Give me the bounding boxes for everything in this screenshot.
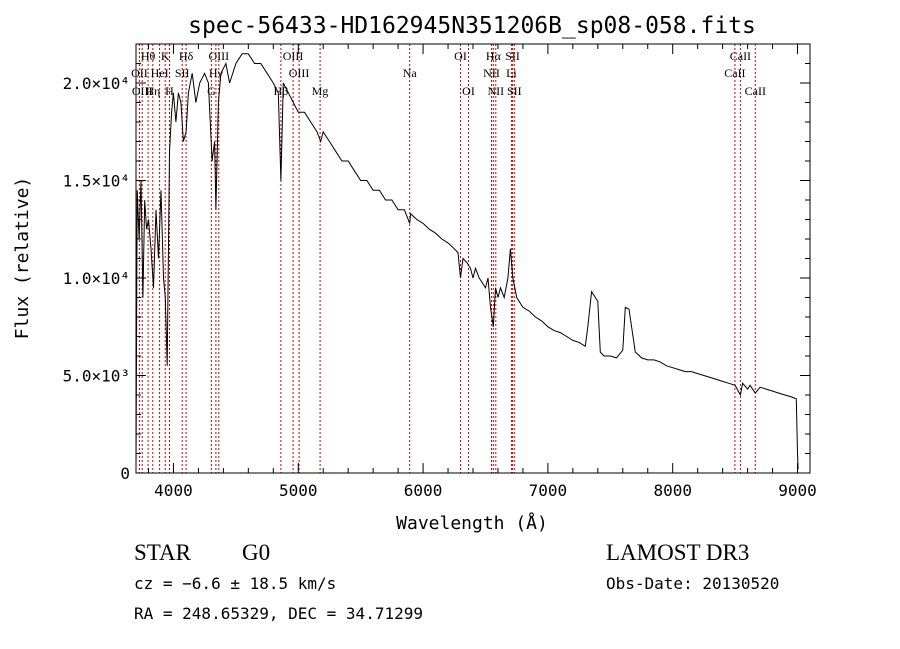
x-tick-label: 5000 xyxy=(279,481,318,500)
spectral-line-label: Li xyxy=(506,66,517,80)
object-class: STAR xyxy=(134,540,191,565)
spectral-line-label: K xyxy=(161,49,170,63)
x-tick-label: 6000 xyxy=(404,481,443,500)
x-tick-label: 7000 xyxy=(529,481,568,500)
spectral-line-label: SII xyxy=(507,84,522,98)
spectral-line-label: Hα xyxy=(486,49,502,63)
survey-name: LAMOST DR3 xyxy=(606,540,750,565)
spectral-line-label: OI xyxy=(462,84,475,98)
y-tick-label: 1.0×10⁴ xyxy=(63,269,130,288)
coordinates: RA = 248.65329, DEC = 34.71299 xyxy=(134,604,423,623)
spectral-line-label: Hγ xyxy=(209,66,224,80)
spectral-line-label: OI xyxy=(454,49,467,63)
spectral-line-label: Mg xyxy=(312,84,329,98)
spectral-line-label: OII xyxy=(131,66,148,80)
spectral-line-label: Hδ xyxy=(179,49,194,63)
spectral-line-label: OIII xyxy=(132,84,153,98)
spectrum-line xyxy=(135,53,799,470)
y-tick-label: 2.0×10⁴ xyxy=(63,74,130,93)
spectral-line-label: SII xyxy=(175,66,190,80)
y-tick-label: 0 xyxy=(120,464,130,483)
observation-date: Obs-Date: 20130520 xyxy=(606,574,780,593)
x-axis-label: Wavelength (Å) xyxy=(396,512,548,534)
spectral-line-label: CaII xyxy=(724,66,745,80)
spectral-line-label: OIII xyxy=(208,49,229,63)
spectral-line-label: Hθ xyxy=(141,49,156,63)
spectral-line-label: Hη xyxy=(145,84,160,98)
x-tick-label: 8000 xyxy=(653,481,692,500)
y-axis-ticks: 0 5.0×10³ 1.0×10⁴ 1.5×10⁴ 2.0×10⁴ xyxy=(63,43,810,483)
spectral-line-label: CaII xyxy=(730,49,751,63)
redshift-velocity: cz = −6.6 ± 18.5 km/s xyxy=(134,574,337,593)
spectral-subclass: G0 xyxy=(242,540,271,565)
plot-frame xyxy=(135,43,811,474)
spectral-line-label: CaII xyxy=(745,84,766,98)
y-axis-label: Flux (relative) xyxy=(12,177,33,340)
spectral-line-label: OIII xyxy=(283,49,304,63)
y-tick-label: 1.5×10⁴ xyxy=(63,172,130,191)
x-tick-label: 4000 xyxy=(154,481,193,500)
spectral-line-label: Na xyxy=(403,66,418,80)
spectral-line-label: H xyxy=(165,84,174,98)
spectral-line-label: SII xyxy=(505,49,520,63)
y-tick-label: 5.0×10³ xyxy=(63,367,130,386)
spectral-line-label: NII xyxy=(487,84,504,98)
spectral-line-label: Hβ xyxy=(274,84,289,98)
spectral-line-label: NII xyxy=(483,66,500,80)
spectral-line-label: G xyxy=(207,84,216,98)
x-axis-ticks: 4000 5000 6000 7000 8000 9000 xyxy=(147,44,817,500)
spectral-line-label: OIII xyxy=(289,66,310,80)
spectral-line-markers xyxy=(138,44,756,473)
chart-title: spec-56433-HD162945N351206B_sp08-058.fit… xyxy=(188,13,756,39)
spectral-line-label: HeI xyxy=(151,66,169,80)
x-tick-label: 9000 xyxy=(778,481,817,500)
